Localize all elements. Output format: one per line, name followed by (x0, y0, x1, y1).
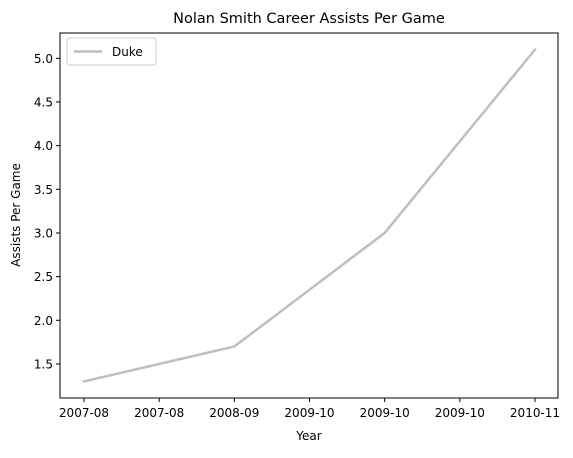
x-tick-label: 2007-08 (59, 406, 109, 420)
x-tick-label: 2009-10 (284, 406, 334, 420)
y-tick-label: 3.5 (34, 183, 53, 197)
y-tick-label: 3.0 (34, 226, 53, 240)
x-tick-label: 2009-10 (435, 406, 485, 420)
series-layer (84, 50, 535, 382)
y-tick-label: 1.5 (34, 357, 53, 371)
x-tick-label: 2009-10 (360, 406, 410, 420)
x-axis-label: Year (295, 429, 321, 443)
legend: Duke (67, 38, 156, 65)
x-tick-label: 2007-08 (134, 406, 184, 420)
x-tick-label: 2008-09 (209, 406, 259, 420)
y-tick-label: 2.0 (34, 314, 53, 328)
y-tick-label: 2.5 (34, 270, 53, 284)
plot-frame (60, 33, 558, 398)
series-line-duke (84, 50, 535, 382)
y-tick-label: 4.0 (34, 139, 53, 153)
x-axis: 2007-08 2007-08 2008-09 2009-10 2009-10 2009-… (59, 398, 560, 420)
chart-title: Nolan Smith Career Assists Per Game (173, 11, 445, 27)
legend-label: Duke (112, 45, 143, 59)
y-axis-label: Assists Per Game (9, 163, 23, 267)
y-tick-label: 5.0 (34, 52, 53, 66)
y-axis: 1.5 2.0 2.5 3.0 3.5 4.0 4.5 5.0 (34, 52, 60, 372)
x-tick-label: 2010-11 (510, 406, 560, 420)
y-tick-label: 4.5 (34, 95, 53, 109)
